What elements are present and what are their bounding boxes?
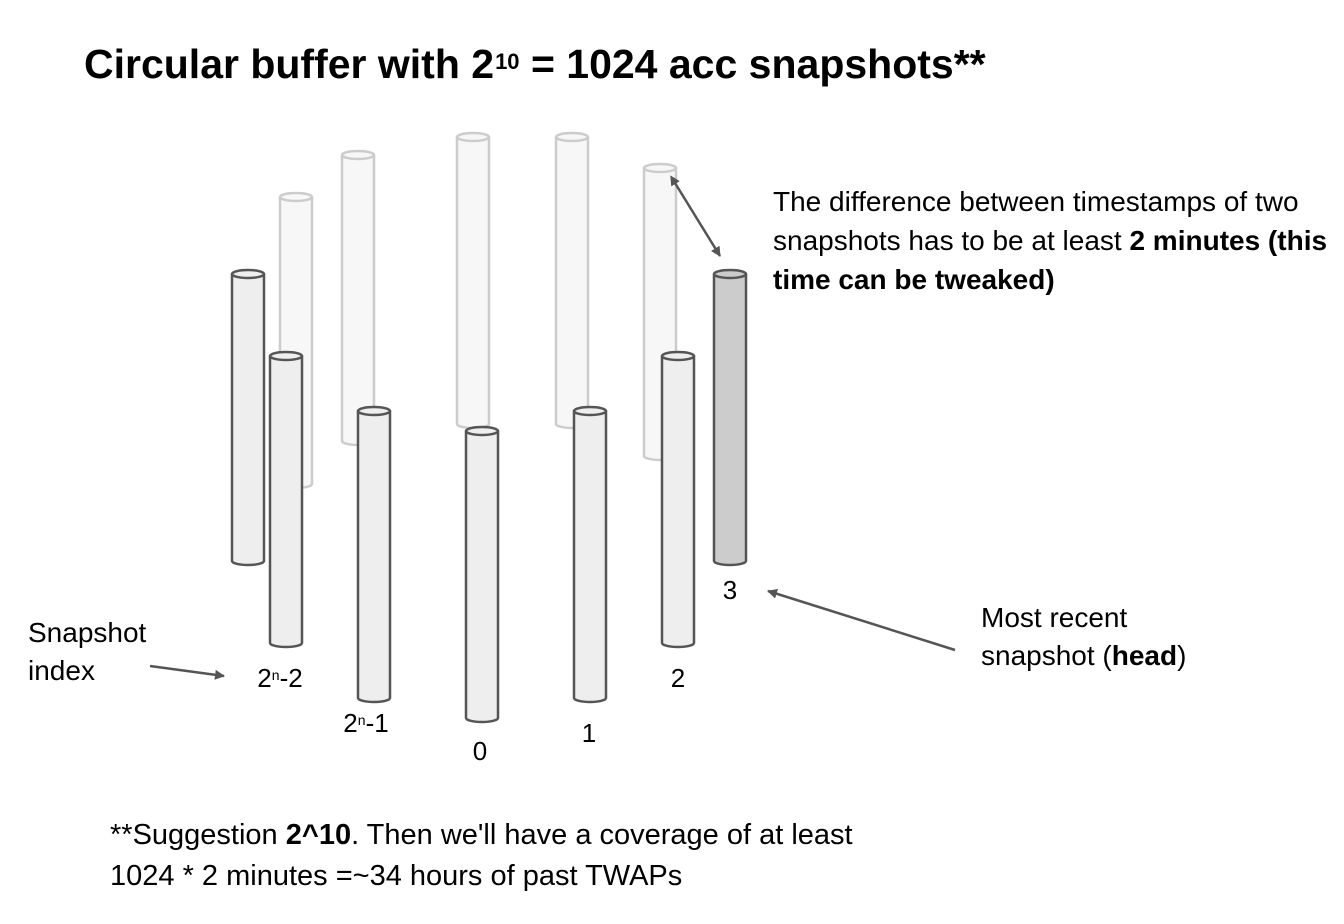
back-cylinder-3 — [455, 131, 491, 430]
index-label-1: 1 — [581, 718, 597, 748]
back-cylinder-4 — [554, 131, 590, 430]
back-cylinder-2 — [340, 149, 376, 447]
head-pointer-arrow — [767, 588, 956, 652]
index-label-2n-minus-2: 2n-2 — [257, 663, 303, 693]
index-label-2n-minus-1: 2n-1 — [343, 708, 389, 738]
index-label-0: 0 — [472, 736, 488, 766]
time-difference-arrow — [670, 175, 722, 257]
index-label-2: 2 — [670, 663, 686, 693]
snapshot-index-label: Snapshot index — [28, 617, 147, 686]
cylinder-2 — [660, 350, 696, 649]
cylinder-3-head — [712, 268, 748, 567]
cylinder-2n-minus-2 — [268, 350, 304, 649]
index-label-3: 3 — [722, 575, 738, 605]
snapshot-index-arrow — [149, 664, 225, 680]
head-label: Most recent snapshot (head) — [981, 602, 1187, 671]
cylinder-1 — [572, 405, 608, 704]
cylinder-2n-minus-1 — [356, 405, 392, 704]
cylinder-far-left — [230, 268, 266, 567]
cylinder-0 — [464, 425, 500, 724]
time-difference-note: The difference between timestamps of two… — [773, 186, 1328, 295]
page-title: Circular buffer with 210 = 1024 acc snap… — [84, 41, 986, 87]
footnote: **Suggestion 2^10. Then we'll have a cov… — [110, 819, 853, 892]
front-cylinders — [230, 268, 748, 724]
